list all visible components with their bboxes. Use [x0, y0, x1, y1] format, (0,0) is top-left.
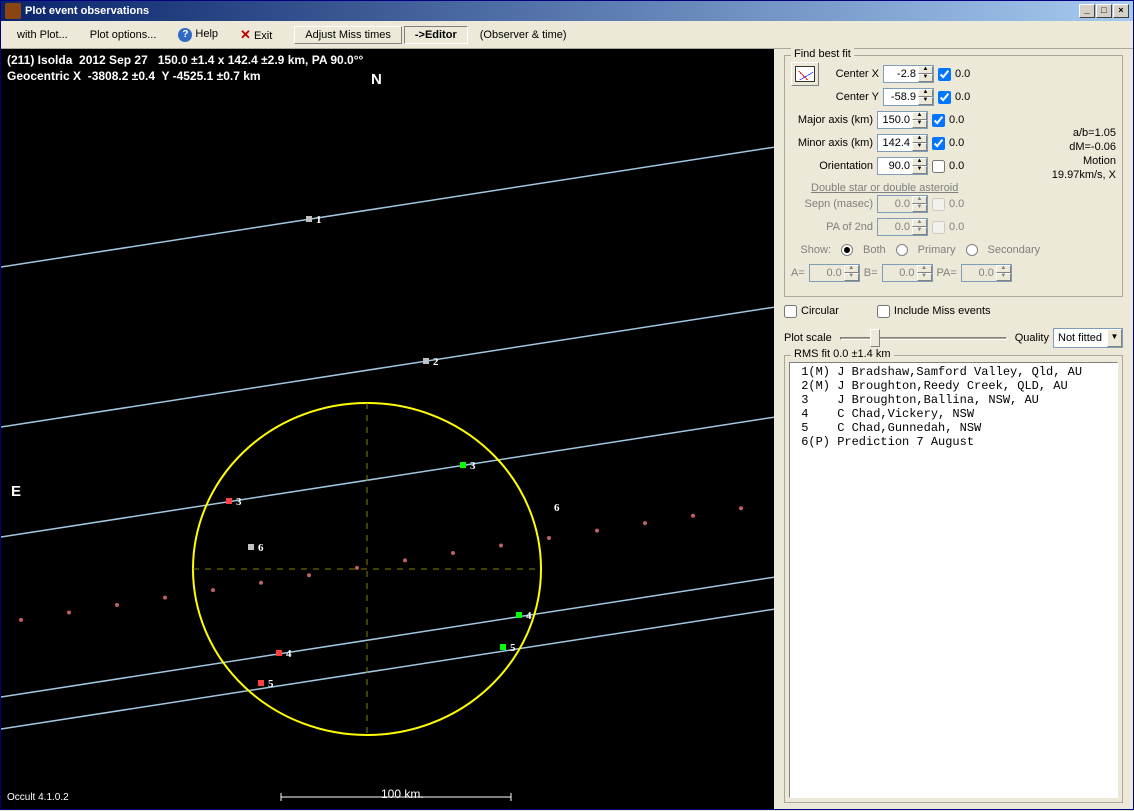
show-secondary-radio — [966, 244, 978, 256]
plot-options-menu[interactable]: Plot options... — [80, 26, 167, 44]
major-label: Major axis (km) — [791, 114, 873, 126]
double-star-link: Double star or double asteroid — [811, 182, 958, 194]
scale-label: 100 km. — [381, 787, 424, 801]
include-miss-label: Include Miss events — [894, 305, 991, 317]
B-spinner: ▲▼ — [882, 264, 933, 282]
close-icon: ✕ — [240, 27, 251, 42]
orient-label: Orientation — [791, 160, 873, 172]
svg-text:4: 4 — [286, 648, 292, 660]
include-miss-checkbox[interactable] — [877, 305, 890, 318]
fit-run-button[interactable] — [791, 62, 819, 86]
find-best-fit-title: Find best fit — [791, 48, 854, 60]
sepn-spinner: ▲▼ — [877, 195, 928, 213]
ab-ratio: a/b=1.05 — [1052, 126, 1116, 140]
svg-text:3: 3 — [470, 460, 476, 472]
svg-text:1: 1 — [316, 214, 322, 226]
plot-canvas[interactable]: 1 2 3 3 4 4 5 5 6 6 (211) Isolda 2012 Sep 27 150.… — [1, 49, 774, 809]
pa2nd-spinner: ▲▼ — [877, 218, 928, 236]
minor-lock[interactable] — [932, 137, 945, 150]
app-icon — [5, 3, 21, 19]
observer-list[interactable]: 1(M) J Bradshaw,Samford Valley, Qld, AU … — [789, 362, 1118, 798]
with-plot-menu[interactable]: with Plot... — [7, 26, 78, 44]
pa2nd-lock — [932, 221, 945, 234]
show-primary-radio — [896, 244, 908, 256]
editor-button[interactable]: ->Editor — [404, 26, 468, 44]
svg-text:2: 2 — [433, 356, 439, 368]
east-label: E — [11, 483, 21, 500]
sepn-label: Sepn (masec) — [791, 198, 873, 210]
motion-value: 19.97km/s, X — [1052, 168, 1116, 182]
svg-text:6: 6 — [554, 502, 560, 514]
dm-value: dM=-0.06 — [1052, 140, 1116, 154]
window-title: Plot event observations — [25, 5, 1079, 17]
svg-text:3: 3 — [236, 496, 242, 508]
plot-header-1: (211) Isolda 2012 Sep 27 150.0 ±1.4 x 14… — [7, 53, 363, 67]
center-x-label: Center X — [829, 68, 879, 80]
minimize-button[interactable]: _ — [1079, 4, 1095, 18]
minor-label: Minor axis (km) — [791, 137, 873, 149]
show-both-radio — [841, 244, 853, 256]
sepn-lock — [932, 198, 945, 211]
show-label: Show: — [791, 244, 831, 256]
major-lock[interactable] — [932, 114, 945, 127]
quality-select[interactable]: Not fitted▼ — [1053, 328, 1123, 348]
orient-lock[interactable] — [932, 160, 945, 173]
circular-label: Circular — [801, 305, 839, 317]
rms-title: RMS fit 0.0 ±1.4 km — [791, 348, 894, 360]
minor-spinner[interactable]: ▲▼ — [877, 134, 928, 152]
svg-text:5: 5 — [268, 678, 274, 690]
center-x-lock[interactable] — [938, 68, 951, 81]
plot-scale-slider[interactable] — [840, 337, 1007, 340]
circular-checkbox[interactable] — [784, 305, 797, 318]
svg-text:6: 6 — [258, 542, 264, 554]
maximize-button[interactable]: □ — [1096, 4, 1112, 18]
center-x-spinner[interactable]: ▲▼ — [883, 65, 934, 83]
svg-text:5: 5 — [510, 642, 516, 654]
quality-label: Quality — [1015, 332, 1049, 344]
major-spinner[interactable]: ▲▼ — [877, 111, 928, 129]
close-button[interactable]: × — [1113, 4, 1129, 18]
help-menu[interactable]: ?Help — [168, 25, 228, 45]
A-spinner: ▲▼ — [809, 264, 860, 282]
PA-spinner: ▲▼ — [961, 264, 1012, 282]
exit-menu[interactable]: ✕Exit — [230, 24, 282, 46]
orient-spinner[interactable]: ▲▼ — [877, 157, 928, 175]
observer-time-menu[interactable]: (Observer & time) — [470, 26, 577, 44]
adjust-miss-button[interactable]: Adjust Miss times — [294, 26, 402, 44]
plot-scale-label: Plot scale — [784, 332, 832, 344]
plot-header-2: Geocentric X -3808.2 ±0.4 Y -4525.1 ±0.7… — [7, 69, 261, 83]
center-y-lock[interactable] — [938, 91, 951, 104]
center-y-spinner[interactable]: ▲▼ — [883, 88, 934, 106]
north-label: N — [371, 71, 382, 88]
version-label: Occult 4.1.0.2 — [7, 792, 69, 803]
svg-text:4: 4 — [526, 610, 532, 622]
help-icon: ? — [178, 28, 192, 42]
motion-label: Motion — [1052, 154, 1116, 168]
center-y-label: Center Y — [829, 91, 879, 103]
pa2nd-label: PA of 2nd — [791, 221, 873, 233]
